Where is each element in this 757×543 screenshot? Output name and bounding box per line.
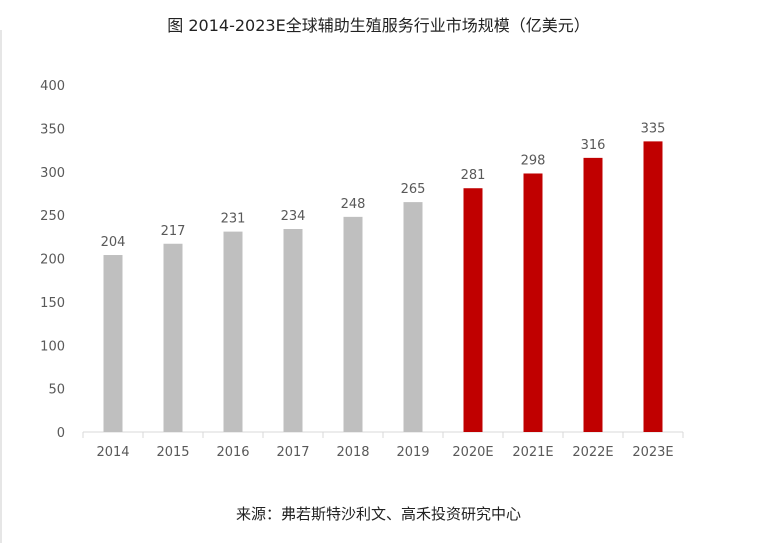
x-tick-label-2014: 2014	[96, 445, 129, 460]
x-tick-label-2016: 2016	[216, 445, 249, 460]
data-label-2019: 265	[401, 182, 426, 197]
data-label-2021E: 298	[521, 153, 546, 168]
y-tick-label: 150	[40, 296, 65, 311]
x-tick-label-2020E: 2020E	[452, 445, 493, 460]
left-edge-line	[0, 30, 2, 543]
data-label-2022E: 316	[581, 138, 606, 153]
y-tick-label: 100	[40, 339, 65, 354]
bar-2014	[103, 255, 123, 432]
y-tick-label: 200	[40, 253, 65, 268]
y-tick-label: 0	[57, 426, 65, 441]
x-tick-label-2023E: 2023E	[632, 445, 673, 460]
data-label-2015: 217	[161, 224, 186, 239]
data-label-2014: 204	[101, 235, 126, 250]
bar-2016	[223, 231, 243, 432]
chart-title: 图 2014-2023E全球辅助生殖服务行业市场规模（亿美元）	[167, 16, 590, 35]
bar-2017	[283, 229, 303, 432]
x-tick-label-2017: 2017	[276, 445, 309, 460]
data-label-2020E: 281	[461, 168, 486, 183]
bar-2023E	[643, 141, 663, 432]
source-note: 来源：弗若斯特沙利文、高禾投资研究中心	[235, 505, 521, 523]
data-label-2016: 231	[221, 212, 246, 227]
bar-2020E	[463, 188, 483, 432]
x-tick-label-2019: 2019	[396, 445, 429, 460]
y-tick-label: 400	[40, 79, 65, 94]
bar-2021E	[523, 173, 543, 433]
bar-2018	[343, 216, 363, 432]
x-tick-label-2015: 2015	[156, 445, 189, 460]
x-tick-label-2018: 2018	[336, 445, 369, 460]
x-tick-label-2021E: 2021E	[512, 445, 553, 460]
y-tick-label: 300	[40, 166, 65, 181]
data-label-2023E: 335	[641, 121, 666, 136]
x-tick-label-2022E: 2022E	[572, 445, 613, 460]
bar-2015	[163, 243, 183, 432]
y-tick-label: 50	[48, 383, 65, 398]
y-tick-label: 250	[40, 209, 65, 224]
data-label-2017: 234	[281, 209, 306, 224]
bar-2022E	[583, 157, 603, 432]
data-label-2018: 248	[341, 197, 366, 212]
y-tick-label: 350	[40, 122, 65, 137]
bar-2019	[403, 202, 423, 432]
